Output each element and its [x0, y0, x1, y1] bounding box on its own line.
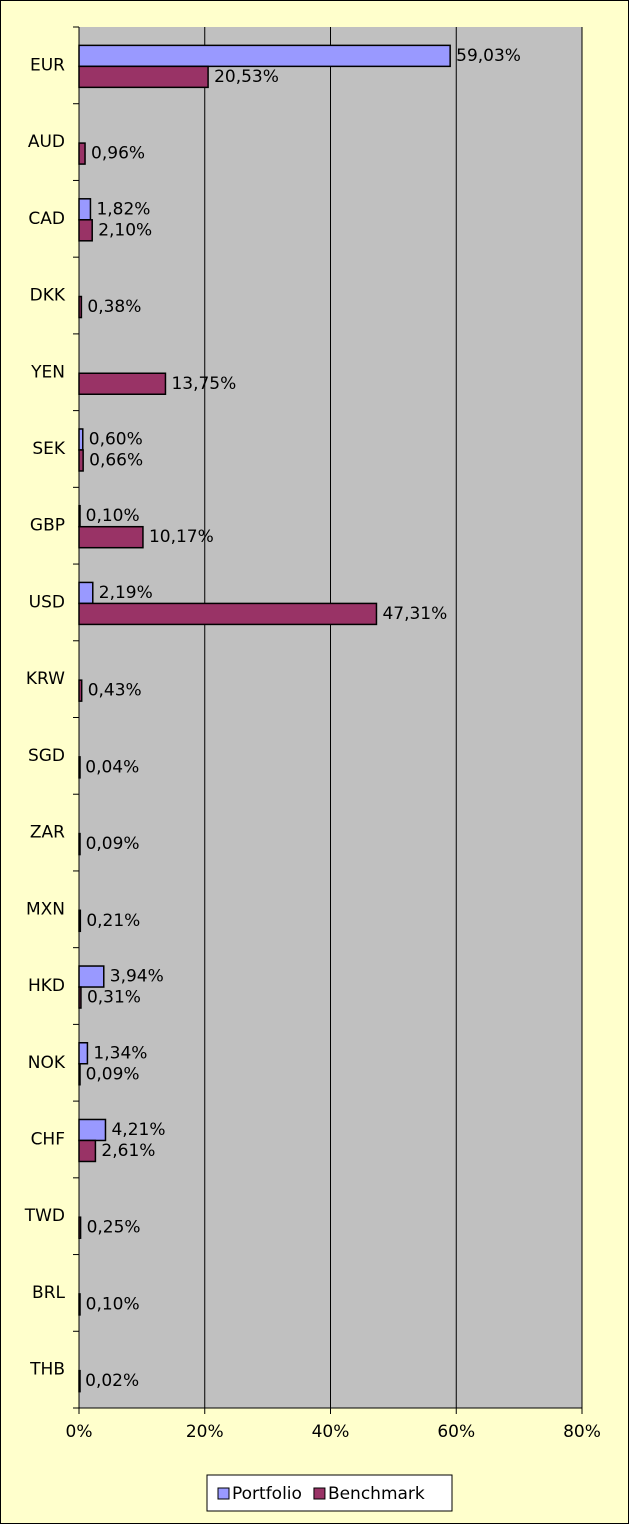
legend-swatch: [313, 1487, 326, 1500]
y-tick-label: YEN: [30, 362, 65, 382]
legend-label: Portfolio: [232, 1484, 302, 1504]
value-label: 0,25%: [87, 1218, 141, 1238]
y-tick-label: TWD: [24, 1206, 65, 1226]
value-label: 0,02%: [85, 1371, 139, 1391]
value-label: 0,38%: [87, 297, 141, 317]
bar: [78, 1063, 81, 1086]
y-tick-label: HKD: [28, 976, 65, 996]
x-tick-label: 80%: [563, 1422, 601, 1442]
value-label: 2,10%: [98, 220, 152, 240]
bar: [78, 986, 82, 1009]
value-label: 0,31%: [87, 988, 141, 1008]
bar: [78, 679, 83, 702]
bar: [78, 1042, 89, 1065]
y-tick-label: DKK: [30, 286, 66, 306]
bar: [78, 1216, 82, 1239]
bar: [78, 449, 84, 472]
bar: [78, 44, 451, 68]
bar: [78, 602, 378, 626]
value-label: 0,43%: [88, 681, 142, 701]
bar: [78, 295, 83, 319]
value-label: 1,34%: [93, 1043, 147, 1063]
y-tick-label: KRW: [26, 669, 65, 689]
value-label: 2,61%: [101, 1141, 155, 1161]
value-label: 0,09%: [86, 834, 140, 854]
value-label: 13,75%: [171, 374, 236, 394]
y-tick-label: USD: [29, 592, 65, 612]
value-label: 0,66%: [89, 450, 143, 470]
value-label: 1,82%: [96, 199, 150, 219]
legend-swatch: [217, 1487, 230, 1500]
bar: [78, 581, 94, 605]
bar: [78, 65, 209, 89]
y-tick-label: BRL: [32, 1283, 65, 1303]
value-label: 0,09%: [86, 1064, 140, 1084]
x-tick-label: 20%: [186, 1422, 224, 1442]
value-label: 0,04%: [85, 757, 139, 777]
legend-label: Benchmark: [328, 1484, 425, 1504]
y-tick-label: GBP: [30, 516, 65, 536]
bar: [78, 756, 81, 779]
x-tick-label: 60%: [437, 1422, 475, 1442]
bar: [78, 219, 93, 242]
y-tick-label: CAD: [28, 209, 65, 229]
bar: [78, 504, 81, 528]
y-tick-label: SEK: [32, 439, 66, 459]
bar: [78, 428, 84, 451]
bar: [78, 1118, 107, 1142]
bar: [78, 1293, 81, 1316]
value-label: 3,94%: [110, 967, 164, 987]
bar: [78, 372, 167, 395]
value-label: 10,17%: [149, 527, 214, 547]
bar: [78, 142, 86, 165]
y-tick-label: THB: [29, 1360, 65, 1380]
value-label: 4,21%: [111, 1120, 165, 1140]
x-tick-label: 0%: [66, 1422, 93, 1442]
value-label: 0,60%: [89, 429, 143, 449]
y-tick-label: MXN: [26, 899, 65, 919]
value-label: 0,21%: [86, 911, 140, 931]
y-tick-label: EUR: [30, 55, 65, 75]
value-label: 0,10%: [86, 1294, 140, 1314]
value-label: 2,19%: [99, 583, 153, 603]
bar: [78, 909, 82, 933]
bar: [78, 832, 81, 856]
y-tick-label: AUD: [28, 132, 65, 152]
bar: [78, 1369, 81, 1393]
bar: [78, 965, 105, 988]
y-tick-label: SGD: [28, 746, 65, 766]
bar: [78, 525, 144, 549]
y-tick-label: ZAR: [30, 823, 65, 843]
bar: [78, 1139, 97, 1163]
value-label: 59,03%: [456, 46, 521, 66]
x-tick-label: 40%: [312, 1422, 350, 1442]
value-label: 0,96%: [91, 144, 145, 164]
y-tick-label: CHF: [31, 1129, 65, 1149]
bar: [78, 198, 92, 221]
value-label: 0,10%: [86, 506, 140, 526]
y-tick-label: NOK: [28, 1053, 66, 1073]
legend-box: [206, 1474, 453, 1512]
value-label: 20,53%: [214, 67, 279, 87]
value-label: 47,31%: [382, 604, 447, 624]
